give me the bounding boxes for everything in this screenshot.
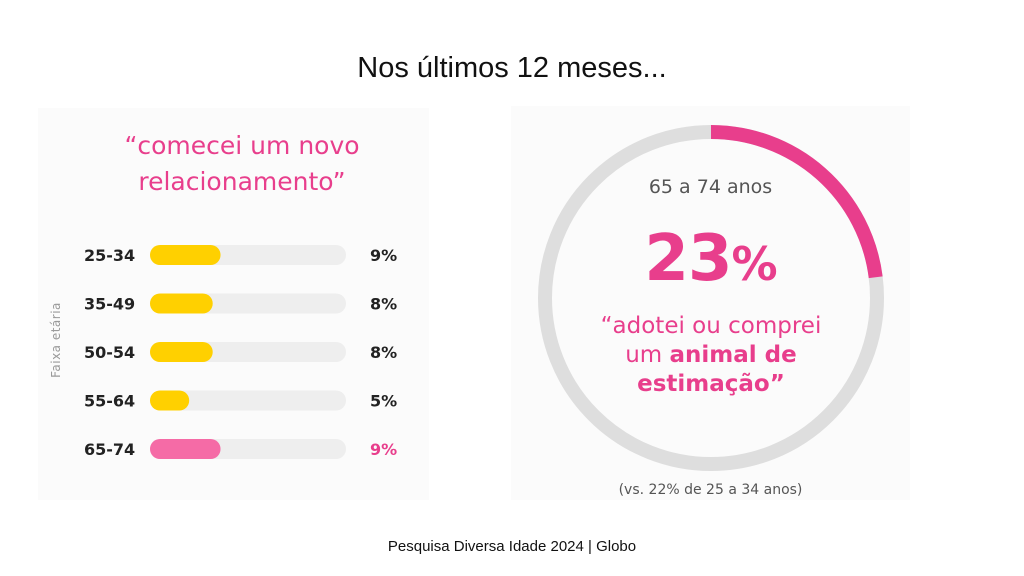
donut-chart — [538, 125, 884, 471]
bar-category-label: 35-49 — [84, 295, 135, 314]
bar — [150, 245, 221, 265]
donut-comparison-note: (vs. 22% de 25 a 34 anos) — [618, 482, 803, 498]
bar-chart-panel: “comecei um novo relacionamento” Faixa e… — [38, 108, 429, 500]
bar-category-label: 25-34 — [84, 246, 135, 265]
bar-value-label: 8% — [370, 343, 397, 362]
donut-chart-panel: 65 a 74 anos 23% “adotei ou comprei um a… — [511, 106, 910, 500]
donut-value-percent: % — [731, 237, 777, 291]
donut-caption-line2-plain: um — [625, 342, 670, 368]
bar — [150, 439, 221, 459]
bar — [150, 390, 190, 411]
bar-value-label: 9% — [370, 246, 397, 265]
bar-category-label: 65-74 — [84, 440, 135, 459]
donut-slice-highlight — [710, 125, 883, 279]
bar — [150, 342, 213, 362]
bar-category-label: 50-54 — [84, 343, 135, 362]
bar-chart-title: “comecei um novo relacionamento” — [92, 128, 392, 200]
bar-chart-title-line2: relacionamento” — [138, 167, 346, 196]
donut-caption-line3-bold: estimação” — [637, 371, 785, 397]
slide-title: Nos últimos 12 meses... — [357, 52, 667, 84]
donut-caption-line2-bold: animal de — [669, 342, 797, 368]
donut-value-number: 23 — [644, 222, 732, 296]
bar-category-label: 55-64 — [84, 392, 135, 411]
donut-caption-line1: “adotei ou comprei — [600, 313, 822, 339]
bar — [150, 293, 213, 314]
bar-chart: 25-34 9% 35-49 8% 50-54 8% 55-64 5% 65-74 9% — [84, 245, 397, 459]
source-footer: Pesquisa Diversa Idade 2024 | Globo — [387, 538, 637, 555]
bar-chart-title-line1: “comecei um novo — [124, 131, 360, 160]
bar-value-label: 5% — [370, 392, 397, 411]
bar-track — [150, 390, 346, 411]
bar-value-label: 9% — [370, 440, 397, 459]
donut-caption: “adotei ou comprei um animal de estimaçã… — [551, 312, 871, 399]
bar-value-label: 8% — [370, 295, 397, 314]
donut-value: 23% — [511, 222, 910, 296]
donut-subtitle: 65 a 74 anos — [648, 176, 773, 198]
